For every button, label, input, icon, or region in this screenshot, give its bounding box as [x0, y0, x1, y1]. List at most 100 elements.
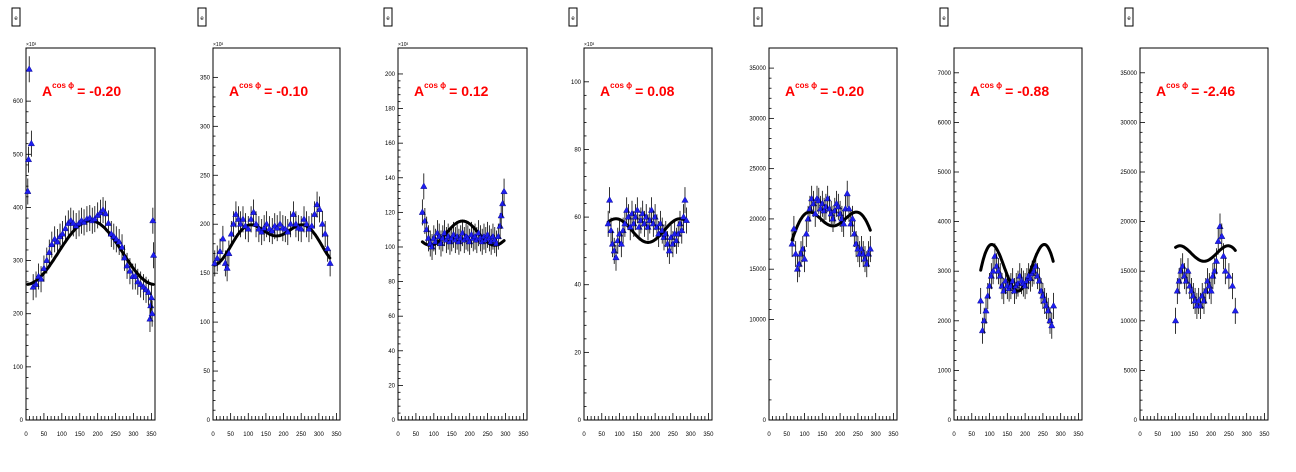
y-tick-label: 35000 — [1120, 71, 1137, 77]
data-point — [648, 206, 656, 213]
data-point — [676, 219, 684, 227]
data-point — [978, 326, 986, 334]
data-point — [635, 223, 643, 230]
data-point — [424, 234, 432, 241]
x-tick-label: 150 — [1188, 432, 1199, 438]
y-tick-label: 20 — [574, 350, 581, 356]
x-tick-label: 250 — [111, 432, 122, 438]
data-point — [112, 235, 120, 242]
x-tick-label: 0 — [211, 432, 215, 438]
y-tick-label: 150 — [200, 271, 211, 277]
data-point — [630, 219, 638, 227]
asymmetry-symbol: A — [970, 83, 980, 99]
y-tick-label: 200 — [13, 312, 24, 318]
chart-panel-7: e 0 5000 10000 15000 20000 25000 30000 35000 0 50 1… — [1120, 7, 1270, 438]
asymmetry-superscript: cos ϕ — [239, 81, 261, 90]
y-tick-label: 30000 — [1120, 120, 1137, 126]
data-point — [315, 205, 324, 212]
x-tick-label: 50 — [598, 432, 605, 438]
panel-title-label: e — [14, 16, 18, 22]
data-point — [1220, 252, 1228, 259]
data-point — [137, 280, 145, 287]
data-point — [1218, 232, 1226, 239]
x-tick-label: 50 — [413, 432, 420, 438]
x-tick-label: 200 — [1020, 432, 1031, 438]
data-point — [612, 253, 620, 261]
data-point — [993, 262, 1001, 269]
data-point — [321, 230, 329, 237]
y-tick-label: 100 — [385, 245, 396, 251]
asymmetry-value: = -2.46 — [1191, 83, 1235, 99]
data-point — [219, 234, 227, 242]
y-tick-label: 7000 — [938, 71, 952, 77]
data-point — [678, 226, 686, 234]
data-point — [241, 222, 249, 229]
y-tick-label: 400 — [13, 205, 24, 211]
x-tick-label: 200 — [465, 432, 476, 438]
x-tick-label: 150 — [261, 432, 272, 438]
data-point — [311, 210, 319, 217]
data-point — [852, 240, 860, 247]
asymmetry-value: = -0.20 — [820, 83, 864, 99]
asymmetry-value: = -0.88 — [1005, 83, 1049, 99]
x-tick-label: 250 — [668, 432, 679, 438]
data-point — [239, 215, 247, 222]
x-tick-label: 100 — [615, 432, 626, 438]
data-point — [614, 236, 622, 244]
data-point — [297, 225, 305, 232]
x-tick-label: 300 — [1056, 432, 1067, 438]
data-point — [25, 65, 33, 72]
x-tick-label: 200 — [1206, 432, 1217, 438]
data-point — [1046, 316, 1054, 324]
data-point — [1212, 257, 1220, 264]
y-tick-label: 140 — [385, 176, 396, 182]
data-point — [229, 220, 238, 227]
data-point — [145, 288, 153, 295]
asymmetry-label: Acos ϕ = -2.46 — [1156, 81, 1235, 99]
data-point — [423, 225, 431, 233]
chart-panel-1: e ×10³ 0 100 200 300 400 500 600 0 50 100 150 200 250 3… — [11, 7, 158, 438]
chart-panel-3: e ×10³ 0 20 40 60 80 100 120 140 160 180 200 0 50 100 15… — [383, 7, 529, 438]
data-point — [840, 220, 848, 227]
data-point — [292, 220, 300, 227]
y-axis-exponent: ×10³ — [584, 42, 594, 48]
data-point — [623, 206, 631, 213]
data-point — [121, 254, 129, 261]
x-tick-label: 300 — [500, 432, 511, 438]
y-tick-label: 0 — [948, 418, 952, 424]
panel-title-label: e — [386, 16, 390, 22]
data-point — [59, 230, 67, 237]
y-tick-label: 20000 — [1120, 220, 1137, 226]
data-point — [500, 187, 508, 195]
x-tick-label: 100 — [57, 432, 68, 438]
data-point — [1221, 267, 1229, 274]
data-point — [232, 210, 240, 217]
x-tick-label: 300 — [871, 432, 882, 438]
x-tick-label: 150 — [817, 432, 828, 438]
y-tick-label: 80 — [574, 147, 581, 153]
data-point — [147, 293, 155, 301]
asymmetry-superscript: cos ϕ — [980, 81, 1002, 90]
data-point — [497, 211, 505, 219]
x-tick-label: 250 — [296, 432, 307, 438]
y-tick-label: 180 — [385, 107, 396, 113]
data-point — [131, 272, 139, 279]
data-point — [213, 254, 221, 261]
data-point — [211, 259, 219, 266]
y-tick-label: 15000 — [749, 267, 766, 273]
y-tick-label: 100 — [571, 80, 582, 86]
data-point — [134, 277, 142, 285]
panel-title-label: e — [756, 16, 760, 22]
data-point — [115, 238, 123, 245]
data-point — [866, 245, 874, 252]
data-point — [824, 194, 832, 202]
data-point — [1016, 272, 1024, 279]
data-point — [1228, 282, 1236, 289]
data-point — [1037, 287, 1045, 294]
y-axis-exponent: ×10³ — [213, 42, 223, 48]
panel-title-box — [939, 7, 949, 27]
data-point — [234, 215, 242, 222]
data-point — [258, 228, 266, 235]
x-tick-label: 50 — [1154, 432, 1161, 438]
asymmetry-symbol: A — [600, 83, 610, 99]
